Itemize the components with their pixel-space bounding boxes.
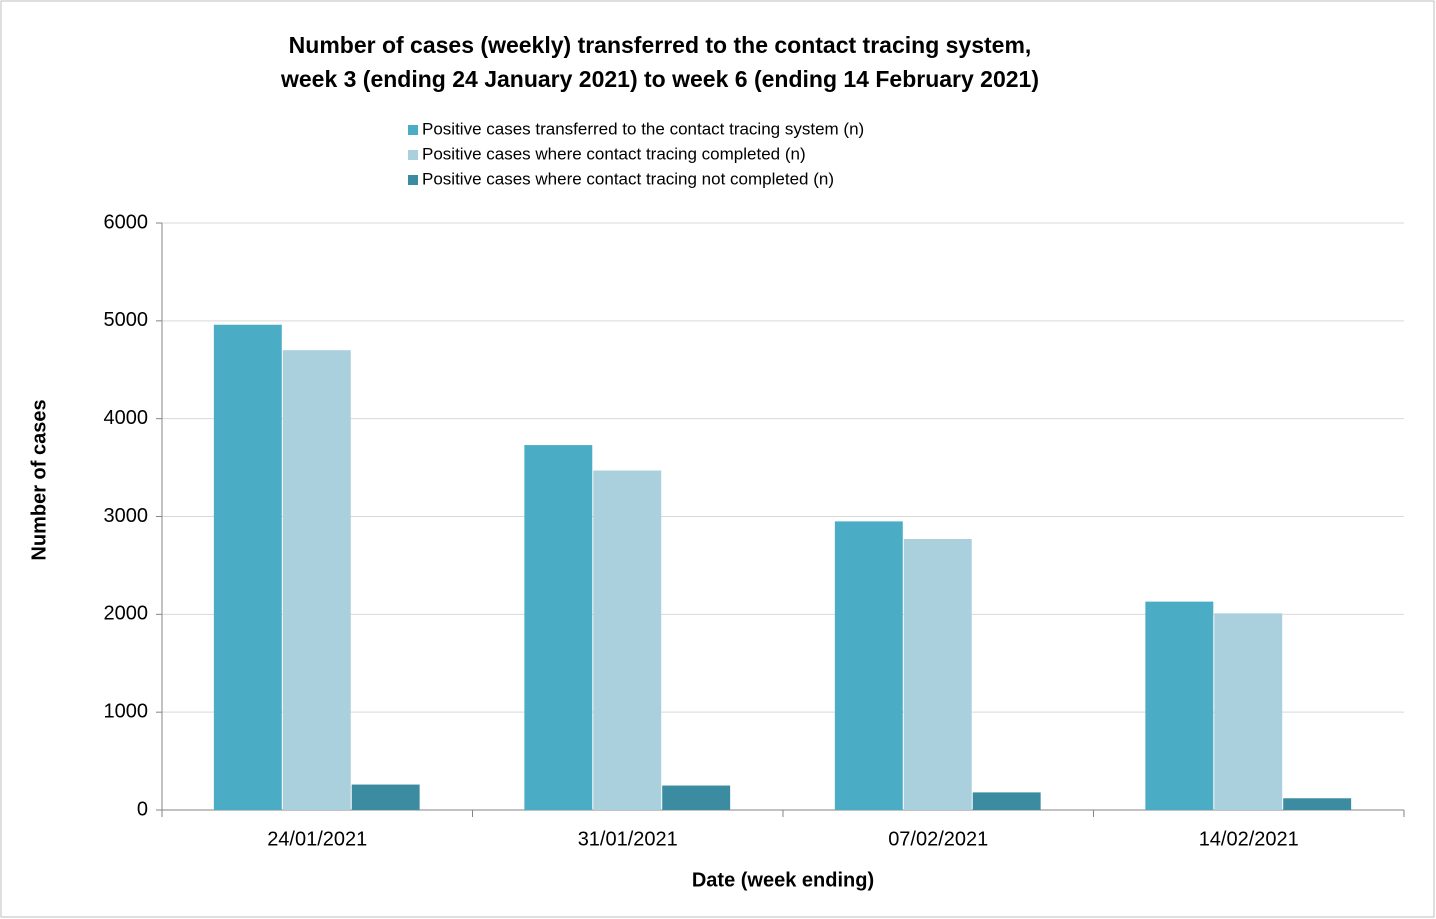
legend-label: Positive cases transferred to the contac… [422, 119, 864, 138]
bar [1283, 798, 1352, 810]
y-tick-label: 5000 [104, 309, 149, 331]
legend-swatch [408, 150, 418, 160]
bar [834, 521, 903, 810]
x-tick-label: 07/02/2021 [888, 828, 988, 850]
y-tick-label: 0 [137, 798, 148, 820]
legend-swatch [408, 175, 418, 185]
x-tick-label: 24/01/2021 [267, 828, 367, 850]
legend-label: Positive cases where contact tracing com… [422, 144, 806, 163]
legend-label: Positive cases where contact tracing not… [422, 169, 834, 188]
y-tick-label: 4000 [104, 407, 149, 429]
bar [351, 784, 420, 810]
bar [524, 445, 593, 810]
bar [1145, 601, 1214, 810]
bar [1214, 613, 1283, 810]
chart-title: week 3 (ending 24 January 2021) to week … [280, 66, 1039, 92]
bar [972, 792, 1041, 810]
chart-title: Number of cases (weekly) transferred to … [289, 32, 1032, 58]
y-tick-label: 3000 [104, 505, 149, 527]
x-tick-label: 31/01/2021 [578, 828, 678, 850]
bar [282, 350, 351, 810]
bar [662, 785, 731, 810]
y-tick-label: 1000 [104, 700, 149, 722]
bar [593, 470, 662, 810]
x-axis-title: Date (week ending) [692, 869, 874, 891]
bar [213, 324, 282, 810]
y-axis-title: Number of cases [28, 399, 50, 560]
x-tick-label: 14/02/2021 [1199, 828, 1299, 850]
y-tick-label: 6000 [104, 211, 149, 233]
legend-swatch [408, 125, 418, 135]
bar [903, 539, 972, 810]
y-tick-label: 2000 [104, 603, 149, 625]
